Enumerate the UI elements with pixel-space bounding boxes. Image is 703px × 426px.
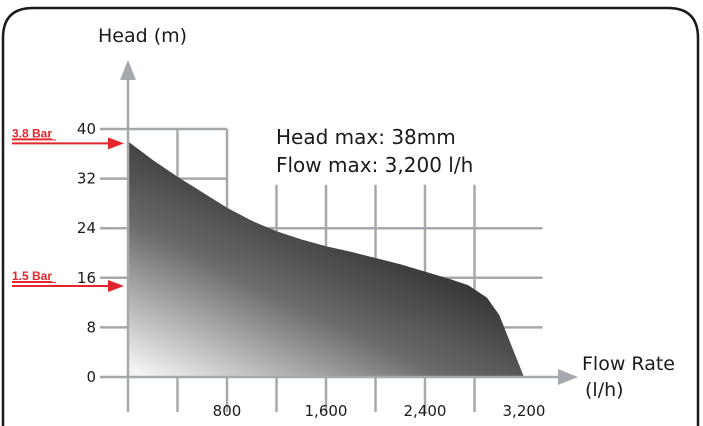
y-tick-label: 16 bbox=[77, 269, 96, 287]
chart-frame bbox=[1, 6, 700, 426]
pressure-marker-arrowhead bbox=[108, 137, 124, 150]
x-tick-label: 3,200 bbox=[503, 402, 546, 420]
tick-labels: 0 8 16 24 32 40 800 1,600 2,400 3,200 bbox=[77, 120, 546, 420]
curve-area bbox=[128, 141, 524, 377]
y-axis-arrowhead bbox=[120, 60, 136, 80]
y-tick-label: 0 bbox=[86, 368, 96, 386]
x-axis-title-line1: Flow Rate bbox=[582, 353, 675, 375]
y-tick-label: 24 bbox=[77, 219, 96, 237]
head-max-annotation: Head max: 38mm bbox=[276, 125, 456, 149]
y-tick-label: 40 bbox=[77, 120, 96, 138]
flow-max-annotation: Flow max: 3,200 l/h bbox=[276, 153, 473, 177]
x-axis-title-line2: (l/h) bbox=[585, 379, 624, 401]
pressure-markers: 3.8 Bar 1.5 Bar bbox=[12, 126, 124, 292]
pressure-marker-label: 3.8 Bar bbox=[12, 126, 52, 140]
y-tick-label: 8 bbox=[86, 318, 96, 336]
x-tick-label: 800 bbox=[213, 402, 242, 420]
x-axis-arrowhead bbox=[558, 369, 578, 385]
y-axis-title: Head (m) bbox=[98, 25, 187, 47]
pressure-marker-label: 1.5 Bar bbox=[12, 269, 52, 283]
pressure-marker-arrowhead bbox=[108, 280, 124, 292]
y-tick-label: 32 bbox=[77, 170, 96, 188]
x-tick-label: 2,400 bbox=[404, 402, 447, 420]
x-tick-label: 1,600 bbox=[305, 402, 348, 420]
axes bbox=[100, 60, 578, 412]
